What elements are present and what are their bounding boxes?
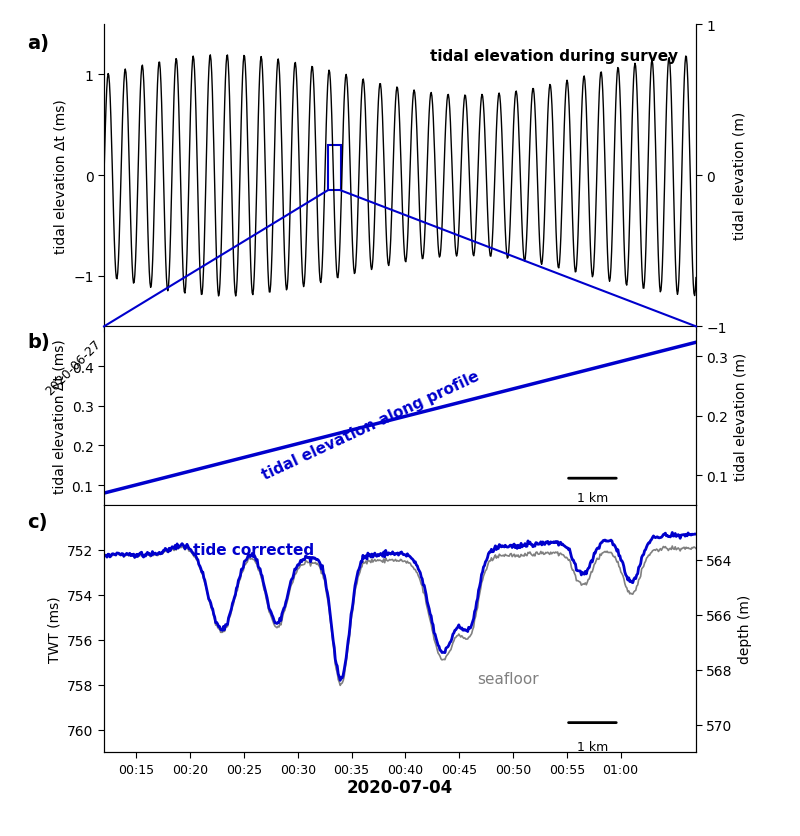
Text: 1 km: 1 km bbox=[577, 740, 608, 753]
Text: a): a) bbox=[27, 34, 49, 54]
Y-axis label: depth (m): depth (m) bbox=[738, 594, 753, 664]
X-axis label: 2020-07-04: 2020-07-04 bbox=[347, 778, 453, 797]
Y-axis label: TWT (ms): TWT (ms) bbox=[48, 595, 62, 662]
Bar bbox=[328, 145, 341, 191]
Text: tide corrected: tide corrected bbox=[193, 543, 314, 558]
Text: tidal elevation along profile: tidal elevation along profile bbox=[259, 368, 482, 482]
Text: 1 km: 1 km bbox=[577, 491, 608, 504]
Y-axis label: tidal elevation (m): tidal elevation (m) bbox=[734, 352, 748, 480]
Text: b): b) bbox=[27, 333, 50, 351]
Y-axis label: tidal elevation Δt (ms): tidal elevation Δt (ms) bbox=[52, 339, 66, 493]
Y-axis label: tidal elevation Δt (ms): tidal elevation Δt (ms) bbox=[54, 99, 67, 253]
Y-axis label: tidal elevation (m): tidal elevation (m) bbox=[733, 112, 746, 240]
Text: seafloor: seafloor bbox=[477, 670, 538, 686]
Text: c): c) bbox=[27, 512, 47, 532]
Text: tidal elevation during survey: tidal elevation during survey bbox=[430, 49, 678, 64]
